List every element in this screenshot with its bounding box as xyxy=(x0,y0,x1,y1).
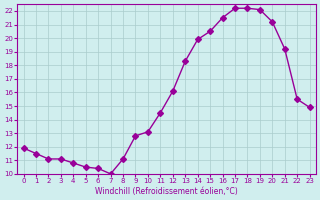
X-axis label: Windchill (Refroidissement éolien,°C): Windchill (Refroidissement éolien,°C) xyxy=(95,187,238,196)
